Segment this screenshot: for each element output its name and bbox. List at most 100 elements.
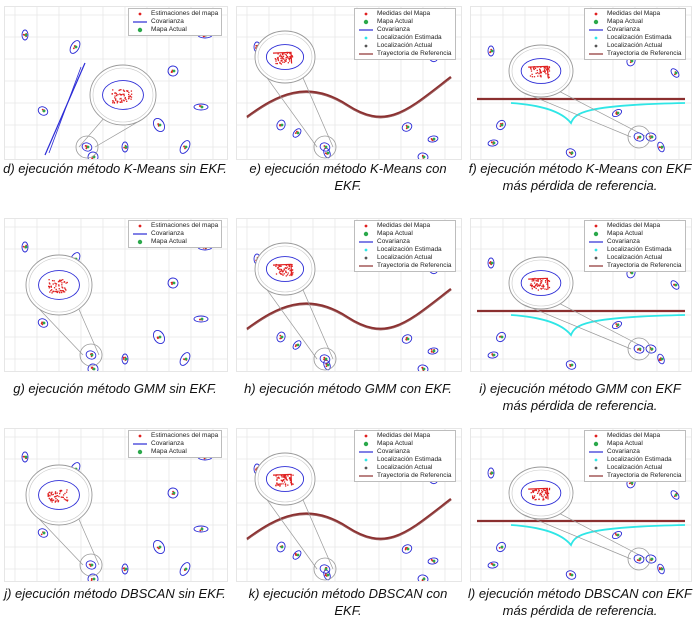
- covariance-ellipse: [85, 560, 97, 570]
- zoom-measurement: [532, 68, 535, 70]
- legend-label: Estimaciones del mapa: [151, 432, 219, 439]
- zoom-measurement: [123, 90, 126, 92]
- landmark: [427, 135, 439, 143]
- zoom-measurement: [544, 279, 547, 282]
- map-point: [422, 577, 426, 581]
- zoom-connector: [266, 499, 318, 570]
- legend-swatch: [358, 262, 374, 270]
- zoom-measurement: [60, 290, 63, 292]
- zoom-measurement: [538, 68, 541, 70]
- zoom-measurement: [543, 489, 545, 491]
- covariance-ellipse: [292, 550, 302, 560]
- zoom-corner-trace: [528, 277, 549, 290]
- zoom-measurement: [115, 93, 118, 95]
- zoom-measurement: [288, 60, 291, 62]
- zoom-circle: [89, 64, 157, 126]
- zoom-measurement: [48, 287, 50, 289]
- zoom-measurement: [286, 52, 289, 54]
- landmark: [633, 554, 645, 564]
- legend-swatch: [588, 26, 604, 34]
- zoom-measurement: [537, 280, 539, 282]
- zoom-measurement: [285, 57, 287, 59]
- legend-entry: Localización Actual: [358, 254, 452, 262]
- landmark: [292, 340, 302, 350]
- caption-l: l) ejecución método DBSCAN con EKF más p…: [468, 586, 692, 618]
- measurement-point: [294, 552, 297, 555]
- zoom-measurement: [533, 280, 535, 282]
- zoom-connector: [266, 77, 318, 148]
- zoom-measurement: [56, 291, 58, 293]
- zoom-measurement: [54, 290, 56, 293]
- map-point: [492, 353, 496, 357]
- zoom-measurement: [544, 492, 547, 494]
- zoom-measurement: [53, 496, 56, 498]
- map-point: [42, 109, 46, 113]
- legend-label: Localización Actual: [607, 254, 663, 261]
- landmark: [21, 241, 29, 253]
- zoom-measurement: [121, 99, 123, 101]
- legend-entry: Medidas del Mapa: [358, 222, 452, 230]
- map-point: [200, 527, 204, 531]
- map-point: [432, 137, 436, 141]
- measurement-point: [156, 337, 159, 340]
- measurement-point: [279, 124, 281, 127]
- covariance-ellipse: [611, 108, 623, 118]
- zoom-measurement: [538, 498, 540, 501]
- landmark: [487, 561, 499, 569]
- zoom-connector: [78, 118, 104, 148]
- zoom-measurement: [292, 483, 294, 485]
- legend-label: Estimaciones del mapa: [151, 10, 219, 17]
- zoom-measurement: [547, 67, 549, 69]
- zoom-measurement: [283, 53, 285, 55]
- landmark: [21, 451, 29, 463]
- zoom-measurement: [51, 501, 53, 503]
- zoom-measurement: [112, 89, 114, 91]
- zoom-measurement: [536, 492, 539, 495]
- legend: Medidas del Mapa Mapa Actual Covarianza Loc…: [354, 430, 456, 482]
- measurement-point: [40, 533, 43, 536]
- caption-i: i) ejecución método GMM con EKF más pérd…: [479, 381, 681, 413]
- swatch-dot: [138, 434, 142, 438]
- zoom-measurement: [540, 288, 543, 290]
- zoom-connector: [78, 308, 100, 356]
- landmark: [611, 530, 623, 540]
- legend-swatch: [358, 472, 374, 480]
- zoom-measurement: [57, 281, 60, 283]
- covariance-ellipse: [496, 541, 506, 553]
- landmark: [121, 353, 129, 365]
- legend-label: Covarianza: [607, 238, 640, 245]
- measurement-point: [636, 137, 639, 140]
- landmark: [167, 65, 179, 77]
- legend-label: Covarianza: [607, 26, 640, 33]
- zoom-corner-trace: [528, 65, 549, 78]
- zoom-measurement: [61, 286, 63, 288]
- covariance-ellipse: [87, 573, 99, 581]
- zoom-measurement: [276, 479, 278, 481]
- covariance-ellipse: [121, 353, 129, 365]
- zoom-measurement: [281, 273, 283, 275]
- landmark: [37, 528, 49, 538]
- zoom-measurement: [282, 57, 284, 59]
- legend-swatch: [588, 238, 604, 246]
- zoom-connector: [94, 118, 143, 148]
- estimated-trajectory-loss: [510, 524, 686, 547]
- landmark: [487, 467, 495, 479]
- zoom-measurement: [274, 58, 276, 60]
- zoom-measurement: [283, 475, 286, 478]
- zoom-measurement: [285, 478, 287, 481]
- zoom-measurement: [50, 285, 52, 287]
- zoom-measurement: [547, 77, 550, 79]
- zoom-measurement: [280, 55, 282, 57]
- landmark: [645, 344, 657, 354]
- covariance-ellipse: [496, 331, 506, 343]
- swatch-dot: [594, 44, 598, 48]
- zoom-measurement: [545, 73, 547, 75]
- zoom-measurement: [287, 268, 290, 270]
- landmark: [487, 351, 499, 359]
- zoom-measurement: [127, 98, 130, 100]
- map-point: [280, 123, 284, 127]
- zoom-measurement: [56, 499, 59, 501]
- zoom-measurement: [280, 475, 283, 477]
- zoom-measurement: [120, 89, 122, 91]
- zoom-measurement: [535, 498, 537, 501]
